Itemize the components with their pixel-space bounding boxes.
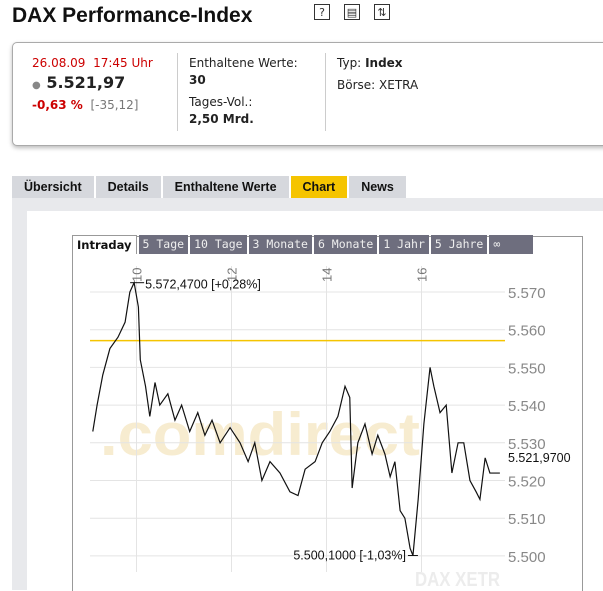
- quote-card: 26.08.09 17:45 Uhr ● 5.521,97 -0,63 % [-…: [12, 42, 603, 146]
- watermark-brand: .comdirect: [100, 401, 420, 468]
- y-tick-label: 5.550: [508, 360, 546, 377]
- tab-chart[interactable]: Chart: [290, 176, 348, 198]
- x-tick-label: 12: [225, 268, 240, 282]
- last-price-label: 5.521,9700: [508, 451, 571, 465]
- help-icon[interactable]: ?: [314, 4, 330, 20]
- status-dot-icon: ●: [32, 80, 41, 91]
- type-label: Typ:: [337, 56, 362, 70]
- print-icon[interactable]: ▤: [344, 4, 360, 20]
- constituents-value: 30: [189, 73, 206, 87]
- range-tab-5-tage[interactable]: 5 Tage: [138, 235, 189, 254]
- range-tab-3-monate[interactable]: 3 Monate: [248, 235, 312, 254]
- chart-frame: [72, 236, 583, 591]
- page-title: DAX Performance-Index: [12, 4, 253, 27]
- exchange-label: Börse:: [337, 78, 376, 92]
- price-line: [92, 280, 500, 556]
- watermark-symbol: DAX XETR: [415, 569, 500, 590]
- range-tabs: Intraday 5 Tage 10 Tage 3 Monate 6 Monat…: [72, 235, 535, 254]
- tab-details[interactable]: Details: [95, 176, 161, 198]
- volume-label: Tages-Vol.:: [189, 95, 253, 109]
- change-absolute: [-35,12]: [90, 98, 139, 112]
- range-tab-max[interactable]: ∞: [489, 235, 534, 254]
- y-tick-label: 5.570: [508, 285, 546, 302]
- range-tab-6-monate[interactable]: 6 Monate: [313, 235, 378, 254]
- swap-icon[interactable]: ⇅: [374, 4, 390, 20]
- tab-news[interactable]: News: [349, 176, 406, 198]
- x-tick-label: 16: [415, 268, 430, 282]
- x-tick-label: 10: [130, 268, 145, 282]
- quote-datetime: 26.08.09 17:45 Uhr: [32, 56, 153, 70]
- y-tick-label: 5.530: [508, 436, 546, 453]
- tab-enthaltene-werte[interactable]: Enthaltene Werte: [162, 176, 289, 198]
- tab-uebersicht[interactable]: Übersicht: [12, 176, 94, 198]
- constituents-label: Enthaltene Werte:: [189, 56, 298, 70]
- range-tab-1-jahr[interactable]: 1 Jahr: [379, 235, 429, 254]
- high-label: 5.572,4700 [+0,28%]: [145, 278, 261, 292]
- y-tick-label: 5.520: [508, 474, 546, 491]
- exchange-value: XETRA: [379, 78, 419, 92]
- main-tabs: Übersicht Details Enthaltene Werte Chart…: [12, 176, 408, 198]
- y-tick-label: 5.500: [508, 549, 546, 566]
- y-tick-label: 5.540: [508, 398, 546, 415]
- y-tick-label: 5.510: [508, 511, 546, 528]
- change-percent: -0,63 %: [32, 98, 83, 112]
- y-tick-label: 5.560: [508, 323, 546, 340]
- type-value: Index: [365, 56, 403, 70]
- range-tab-intraday[interactable]: Intraday: [72, 235, 137, 254]
- low-label: 5.500,1000 [-1,03%]: [293, 549, 406, 563]
- range-tab-5-jahre[interactable]: 5 Jahre: [430, 235, 488, 254]
- range-tab-10-tage[interactable]: 10 Tage: [190, 235, 247, 254]
- quote-price: 5.521,97: [46, 73, 126, 92]
- volume-value: 2,50 Mrd.: [189, 112, 254, 126]
- x-tick-label: 14: [320, 268, 335, 282]
